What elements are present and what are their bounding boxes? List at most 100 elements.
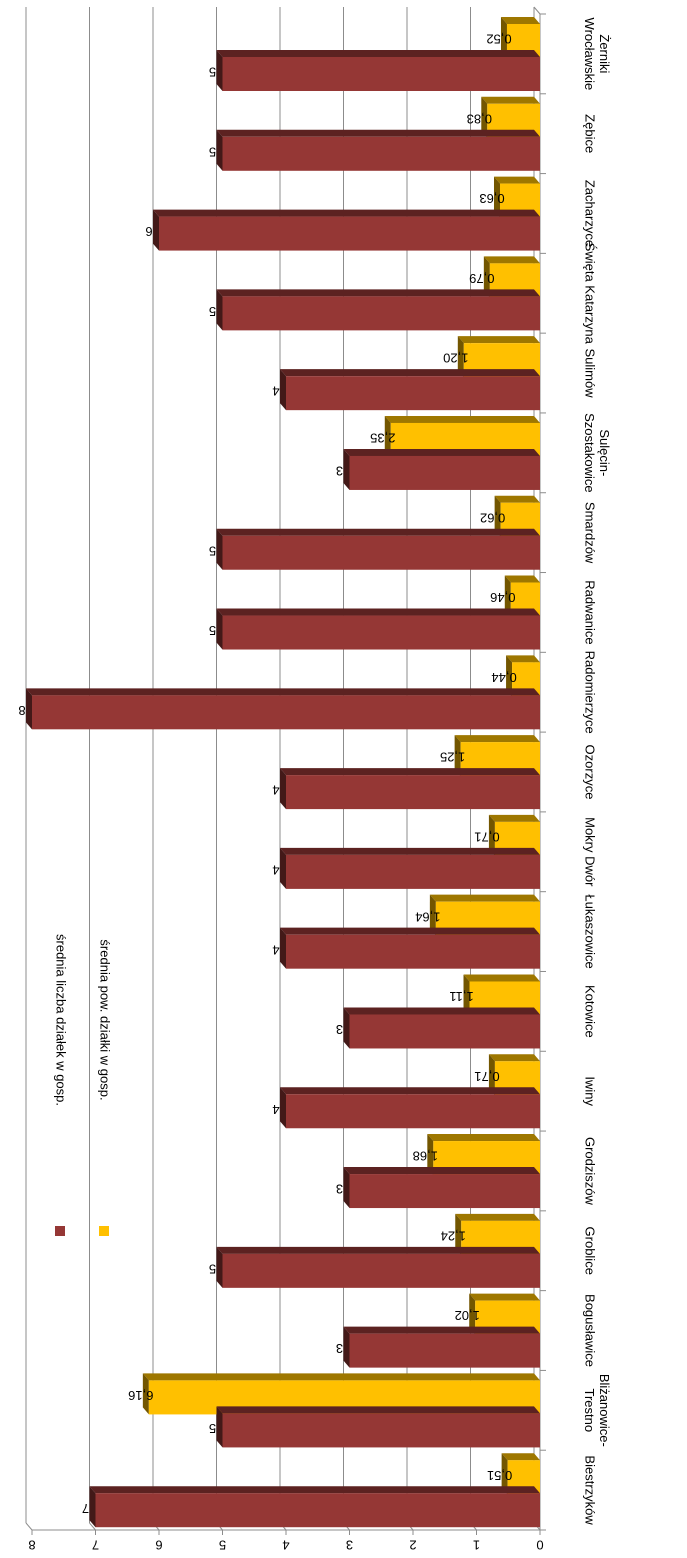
data-label-series-2: 6,16 [128, 1388, 153, 1403]
category-labels: BiestrzykówBliżanowice-TrestnoBogusławic… [540, 13, 612, 1531]
data-label-series-1: 3 [336, 1022, 343, 1037]
bar-series-1-face [286, 1094, 540, 1129]
data-label-series-2: 2,35 [370, 431, 395, 446]
bar-series-2-end [455, 1213, 462, 1255]
bar-series-1-top [343, 1007, 540, 1015]
bar-series-2-end [494, 495, 501, 537]
data-label-series-2: 0,79 [469, 271, 494, 286]
category-label: Ozorzyce [582, 745, 597, 800]
value-tick-label: 8 [28, 1538, 35, 1553]
bar-series-1-face [222, 1253, 540, 1288]
category-label-line: Święta Katarzyna [582, 243, 597, 345]
bar-series-2-top [455, 1213, 540, 1221]
bar-series-2-top [488, 814, 540, 822]
value-tick-label: 3 [346, 1538, 353, 1553]
bar-series-1-top [216, 1246, 540, 1254]
bar-series-2-end [493, 176, 500, 218]
bar-series-2-top [427, 1134, 540, 1142]
bar-series-1-top [280, 768, 540, 776]
bar-series-1 [216, 1406, 540, 1448]
bar-series-1 [216, 528, 540, 570]
category-label-line: Smardzów [582, 502, 597, 564]
bar-series-2-top [494, 495, 540, 503]
category-label-line: Żerniki [597, 34, 612, 73]
data-label-series-1: 8 [18, 703, 25, 718]
bar-series-1 [26, 688, 540, 730]
data-label-series-1: 7 [82, 1501, 89, 1516]
data-label-series-2: 1,25 [440, 750, 465, 765]
category-label: Kotowice [582, 985, 597, 1038]
bar-series-2-end [483, 256, 490, 298]
data-label-series-2: 0,71 [474, 1069, 499, 1084]
bar-series-1-face [349, 1333, 540, 1368]
category-label: Grodziszów [582, 1137, 597, 1206]
bar-series-1-face [286, 934, 540, 969]
bar-series-2-end [504, 575, 511, 617]
category-label-line: Mokry Dwór [582, 817, 597, 887]
category-label-line: Sulęcin- [597, 429, 612, 476]
data-label-series-2: 0,51 [487, 1468, 512, 1483]
bar-series-2-top [142, 1373, 540, 1381]
bar-series-1-end [343, 1326, 350, 1368]
bar-series-2-top [469, 1293, 540, 1301]
bar-series-1 [343, 1007, 540, 1049]
bar-series-1-end [153, 209, 159, 251]
data-label-series-1: 5 [209, 1421, 216, 1436]
bar-series-2-end [469, 1293, 476, 1335]
bar-series-1-end [280, 847, 286, 889]
bar-series-1-face [349, 1174, 540, 1209]
bar-series-1-top [280, 927, 540, 935]
gridline-floor [89, 1522, 96, 1531]
bar-series-1-end [343, 1167, 350, 1209]
bar-series-1-face [349, 455, 540, 490]
category-label: Łukaszowice [582, 894, 597, 968]
category-label: Iwiny [582, 1076, 597, 1106]
category-label: Bliżanowice-Trestno [582, 1374, 612, 1447]
bar-series-2-top [483, 256, 540, 264]
bar-series-1 [343, 1167, 540, 1209]
bar-series-2-top [454, 735, 540, 743]
data-label-series-2: 0,62 [480, 510, 505, 525]
bar-series-1-end [216, 528, 223, 570]
data-label-series-2: 0,71 [474, 829, 499, 844]
bar-series-1 [216, 289, 540, 331]
bar-series-2-end [488, 1054, 495, 1096]
bar-series-1-top [153, 209, 540, 217]
bar-series-1-end [216, 129, 223, 171]
bar-series-1-end [26, 688, 32, 730]
category-label-line: Grodziszów [582, 1137, 597, 1206]
data-label-series-2: 0,46 [490, 590, 515, 605]
bar-series-1-top [280, 847, 540, 855]
bar-series-1-top [343, 448, 540, 456]
bar-series-1-top [216, 129, 540, 137]
bar-series-2-end [142, 1373, 149, 1415]
legend-label: średnia liczba działek w gosp. [54, 934, 69, 1106]
category-label: Mokry Dwór [582, 817, 597, 887]
bar-series-2 [494, 495, 540, 537]
value-tick-label: 2 [409, 1538, 416, 1553]
bar-series-1-face [222, 296, 540, 331]
category-label-line: Łukaszowice [582, 894, 597, 968]
bar-series-2-top [481, 96, 540, 104]
category-label-line: Trestno [582, 1389, 597, 1433]
value-tick-label: 5 [219, 1538, 226, 1553]
category-label-line: Ozorzyce [582, 745, 597, 800]
bar-series-1-face [286, 775, 540, 810]
bar-series-2-top [488, 1054, 540, 1062]
bar-series-1 [343, 1326, 540, 1368]
bar-series-2-end [488, 814, 495, 856]
category-label-line: Biestrzyków [582, 1455, 597, 1525]
bar-series-1-end [280, 1087, 286, 1129]
bar-series-1-top [26, 688, 540, 696]
bar-series-1-end [343, 448, 350, 490]
data-label-series-1: 6 [145, 224, 152, 239]
bar-series-2-top [493, 176, 540, 184]
data-label-series-1: 5 [209, 623, 216, 638]
bar-series-1-end [216, 1246, 223, 1288]
bar-series-1-face [222, 136, 540, 171]
bars [26, 17, 540, 1528]
gridline-floor [25, 1522, 33, 1531]
bar-series-1-face [286, 854, 540, 889]
bar-series-1-face [222, 57, 540, 91]
